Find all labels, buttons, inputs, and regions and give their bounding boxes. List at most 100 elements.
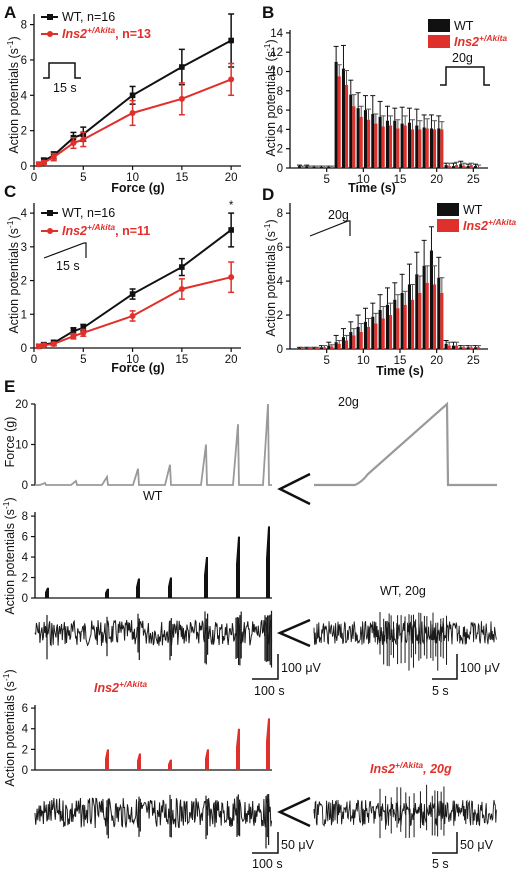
panel-b-y-tick-label: 10 [270, 66, 283, 78]
akita-ap-y-tick-label: 0 [22, 765, 28, 777]
panel-b-bar [312, 167, 316, 168]
panel-c-series-line [38, 276, 232, 348]
panel-d-bar [451, 345, 455, 349]
panel-b-legend: WT Ins2+/Akita [428, 19, 507, 49]
panel-b-x-tick-label: 20 [430, 174, 443, 186]
svg-text:100 s: 100 s [254, 684, 285, 698]
akita-ap-bar [137, 753, 141, 770]
legend-akita: Ins2+/Akita, n=11 [62, 222, 150, 238]
panel-b-bar [378, 116, 382, 168]
panel-b-bar [433, 129, 437, 168]
panel-c-data-point [40, 342, 47, 349]
svg-text:5 s: 5 s [432, 857, 449, 871]
zoom-chevron-akita [277, 796, 311, 828]
panel-d-bar [444, 343, 448, 349]
panel-a-data-point [129, 92, 136, 99]
panel-b-bar [400, 123, 404, 168]
panel-d-plot: 5 10 15 20 25 0 2 4 6 8 [277, 203, 488, 367]
panel-c-y-tick-label: 3 [21, 242, 27, 254]
panel-c-data-point [178, 285, 185, 292]
panel-b-bar [308, 167, 312, 168]
panel-a-data-point [228, 37, 234, 44]
akita-raw-noise [34, 797, 273, 829]
panel-b-y-tick-label: 6 [277, 105, 283, 117]
panel-d-bar [459, 347, 463, 349]
panel-b-y-tick-label: 14 [270, 28, 283, 40]
panel-d-bar [371, 316, 375, 349]
panel-b-bar [425, 128, 429, 168]
panel-d-bar [429, 250, 433, 349]
panel-d-bar [349, 332, 353, 349]
panel-d-x-tick-label: 5 [323, 355, 329, 367]
wt-zoom-label: WT, 20g [380, 584, 426, 598]
panel-d-bar [301, 348, 305, 349]
svg-text:5 s: 5 s [432, 684, 449, 698]
panel-b-bar [444, 165, 448, 168]
panel-d-ramp-label: 20g [328, 208, 349, 222]
svg-text:Action potentials (s-1): Action potentials (s-1) [5, 36, 21, 153]
panel-b-bar [437, 128, 441, 168]
wt-ap-bar [168, 577, 172, 598]
panel-d-bar [400, 292, 404, 349]
panel-c-y-tick-label: 0 [21, 343, 27, 355]
force-trace-line [35, 403, 272, 486]
panel-b-bar [352, 106, 356, 168]
panel-a-data-point [129, 109, 136, 116]
panel-d-bar [440, 292, 444, 349]
panel-d-bar [319, 347, 323, 349]
panel-a-y-tick-label: 4 [21, 90, 28, 102]
panel-b-x-tick-label: 10 [357, 174, 370, 186]
panel-b-bar [385, 120, 389, 168]
wt-ap-bar [266, 526, 270, 598]
force-y-tick-label: 0 [22, 480, 28, 492]
panel-d-bar [422, 265, 426, 349]
force-zoom-line [314, 401, 497, 487]
panel-d-y-tick-label: 0 [277, 344, 283, 356]
akita-ap-bar [105, 749, 109, 770]
panel-a-x-tick-label: 15 [175, 172, 188, 184]
panel-b-step-icon: 20g [440, 51, 490, 86]
panel-c-data-point [70, 328, 77, 334]
panel-d-xlabel: Time (s) [376, 364, 424, 378]
panel-a-data-point [178, 95, 185, 102]
akita-ap-histogram: 0 2 4 6 [22, 703, 272, 777]
panel-d-y-tick-label: 6 [277, 242, 283, 254]
panel-c-y-tick-label: 1 [21, 309, 27, 321]
zoom-chevron-force [277, 472, 311, 506]
akita-zoom-label: Ins2+/Akita, 20g [370, 760, 452, 776]
wt-ap-y-tick-label: 0 [22, 593, 28, 605]
panel-d-bar [312, 348, 316, 349]
wt-scale-bar: 100 μV 100 s [252, 654, 322, 698]
panel-d-bar [330, 346, 334, 349]
panel-b-bar [451, 166, 455, 168]
wt-ap-y-tick-label: 4 [22, 552, 29, 564]
panel-c-data-point [228, 227, 234, 233]
panel-a-y-tick-label: 0 [21, 161, 27, 173]
panel-d-bar [297, 348, 301, 349]
panel-b-step-label: 20g [452, 51, 473, 65]
panel-d-bar [345, 340, 349, 349]
panel-b-x-tick-label: 5 [323, 174, 329, 186]
panel-b-bar [371, 113, 375, 168]
panel-b-ylabel: Action potentials (s-1) [262, 39, 278, 156]
akita-label: Ins2+/Akita [94, 679, 147, 695]
panel-c-x-tick-label: 5 [80, 354, 86, 366]
panel-b-bar [477, 167, 481, 168]
svg-text:100 s: 100 s [252, 857, 283, 871]
panel-b-bar [429, 128, 433, 168]
panel-a-data-point [40, 159, 47, 166]
panel-d-bar [407, 284, 411, 349]
legend-akita: Ins2+/Akita, n=13 [62, 25, 151, 41]
panel-a-x-tick-label: 20 [225, 172, 238, 184]
wt-label: WT [143, 489, 163, 503]
panel-c-label: C [4, 182, 16, 201]
panel-d-bar [356, 326, 360, 349]
svg-text:Action potentials (s-1): Action potentials (s-1) [5, 216, 21, 333]
panel-d-x-tick-label: 15 [394, 355, 407, 367]
svg-text:Force (g): Force (g) [3, 417, 17, 468]
svg-text:100 μV: 100 μV [460, 661, 501, 675]
panel-d-bar [367, 326, 371, 349]
panel-b-x-tick-label: 15 [394, 174, 407, 186]
panel-b-bar [407, 122, 411, 168]
